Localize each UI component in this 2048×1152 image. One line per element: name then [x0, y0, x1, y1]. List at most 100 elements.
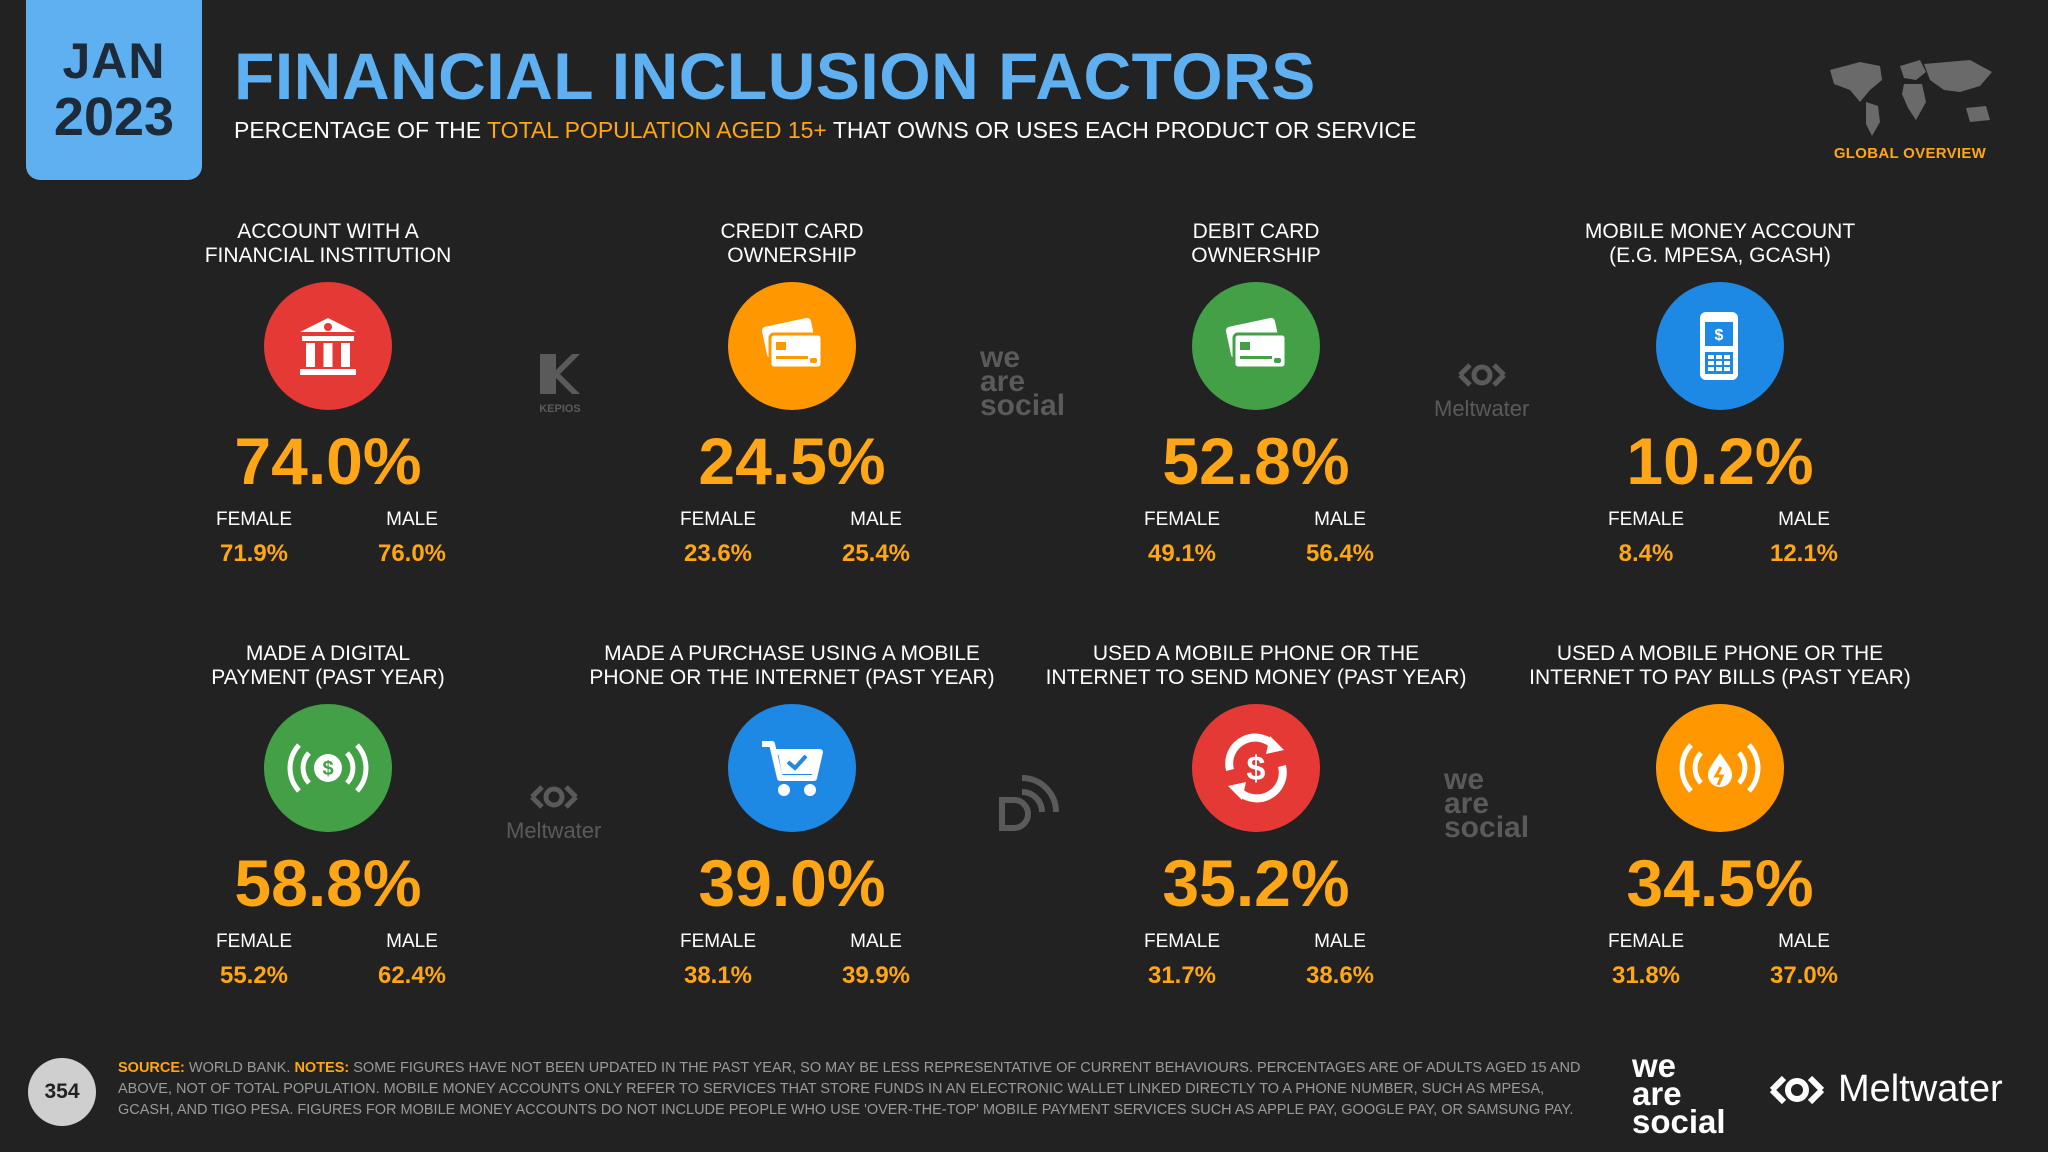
- was-are-2: are: [1444, 787, 1490, 820]
- world-map-icon: [1830, 60, 1992, 136]
- we-are-social-watermark-2: we are social: [1444, 763, 1530, 844]
- card-label-line2: FINANCIAL INSTITUTION: [204, 244, 452, 267]
- subtitle-highlight: TOTAL POPULATION AGED 15+: [487, 117, 827, 143]
- female-label: FEMALE: [215, 931, 293, 952]
- male-value: 38.6%: [1305, 962, 1375, 989]
- source-label: SOURCE:: [118, 1060, 185, 1076]
- page-title: FINANCIAL INCLUSION FACTORS: [234, 39, 1316, 113]
- card-label-line1: MADE A DIGITAL: [245, 642, 411, 665]
- card-digital-payment: MADE A DIGITAL PAYMENT (PAST YEAR) $ 58.8…: [96, 638, 560, 1010]
- male-value: 12.1%: [1769, 540, 1839, 567]
- male-value: 37.0%: [1769, 962, 1839, 989]
- we-are-social-watermark-1: we are social: [980, 341, 1065, 421]
- male-label: MALE: [1314, 931, 1366, 952]
- we-are-social-logo: we are social: [1632, 1047, 1726, 1140]
- female-label: FEMALE: [1143, 931, 1221, 952]
- card-label-line1: USED A MOBILE PHONE OR THE: [1092, 642, 1420, 665]
- credit-card-icon: [728, 282, 856, 410]
- source-notes: SOURCE: WORLD BANK. NOTES: SOME FIGURES …: [118, 1058, 1598, 1121]
- gender-split: FEMALE 31.8% MALE 37.0%: [1488, 930, 1952, 1010]
- card-label-line1: MOBILE MONEY ACCOUNT: [1584, 220, 1856, 243]
- global-overview: GLOBAL OVERVIEW: [1810, 50, 2010, 190]
- stat-value: 74.0%: [234, 424, 422, 498]
- date-badge: JAN 2023: [26, 0, 202, 180]
- stat-value: 24.5%: [698, 424, 886, 498]
- female-label: FEMALE: [1607, 509, 1685, 530]
- card-label: USED A MOBILE PHONE OR THE INTERNET TO PA…: [1488, 638, 1952, 690]
- was-are: are: [980, 365, 1026, 398]
- mobile-money-icon: $: [1656, 282, 1784, 410]
- card-label: MADE A DIGITAL PAYMENT (PAST YEAR): [96, 638, 560, 690]
- card-account-financial-institution: ACCOUNT WITH A FINANCIAL INSTITUTION 74.0…: [96, 216, 560, 588]
- male-label: MALE: [1314, 509, 1366, 530]
- svg-text:$: $: [1715, 327, 1724, 344]
- female-value: 49.1%: [1147, 540, 1217, 567]
- card-debit-card-ownership: DEBIT CARD OWNERSHIP 52.8% FEMALE 49.1% MA…: [1024, 216, 1488, 588]
- brand-we: we: [1632, 1047, 1677, 1084]
- male-value: 56.4%: [1305, 540, 1375, 567]
- datareportal-watermark: [996, 770, 1060, 839]
- male-label: MALE: [850, 931, 902, 952]
- female-value: 31.8%: [1611, 962, 1681, 989]
- card-label-line2: PAYMENT (PAST YEAR): [211, 666, 445, 689]
- meltwater-logo-icon: [529, 785, 578, 809]
- card-label-line2: OWNERSHIP: [727, 244, 857, 267]
- male-label: MALE: [386, 931, 438, 952]
- male-value: 76.0%: [377, 540, 447, 567]
- page-subtitle: PERCENTAGE OF THE TOTAL POPULATION AGED …: [234, 117, 1416, 144]
- female-value: 8.4%: [1618, 540, 1674, 567]
- svg-text:$: $: [1247, 750, 1266, 788]
- gender-split: FEMALE 23.6% MALE 25.4%: [560, 508, 1024, 588]
- card-label-line1: ACCOUNT WITH A: [237, 220, 419, 243]
- card-label: MADE A PURCHASE USING A MOBILE PHONE OR T…: [560, 638, 1024, 690]
- was-social-2: social: [1444, 811, 1530, 844]
- male-label: MALE: [1778, 931, 1830, 952]
- gender-split: FEMALE 31.7% MALE 38.6%: [1024, 930, 1488, 1010]
- subtitle-pre: PERCENTAGE OF THE: [234, 117, 488, 143]
- card-label-line1: MADE A PURCHASE USING A MOBILE: [604, 642, 980, 665]
- brand-are: are: [1632, 1075, 1682, 1112]
- brand-social: social: [1632, 1103, 1726, 1140]
- digital-payment-icon: $: [264, 704, 392, 832]
- global-overview-label: GLOBAL OVERVIEW: [1833, 145, 1987, 162]
- card-label-line2: INTERNET TO PAY BILLS (PAST YEAR): [1529, 666, 1911, 689]
- date-month: JAN: [62, 33, 166, 89]
- datareportal-logo-icon: [999, 775, 1059, 831]
- gender-split: FEMALE 8.4% MALE 12.1%: [1488, 508, 1952, 588]
- kepios-label: KEPIOS: [539, 403, 581, 415]
- was-we: we: [980, 341, 1021, 374]
- meltwater-brand-icon: [1769, 1075, 1825, 1104]
- meltwater-logo: Meltwater: [1762, 1068, 2003, 1111]
- brand-meltwater-label: Meltwater: [1838, 1068, 2003, 1110]
- meltwater-logo-icon: [1457, 363, 1506, 387]
- stat-value: 34.5%: [1626, 846, 1814, 920]
- card-label-line2: PHONE OR THE INTERNET (PAST YEAR): [589, 666, 995, 689]
- stat-value: 52.8%: [1162, 424, 1350, 498]
- was-we-2: we: [1444, 763, 1485, 796]
- debit-card-icon: [1192, 282, 1320, 410]
- male-label: MALE: [386, 509, 438, 530]
- stat-value: 10.2%: [1626, 424, 1814, 498]
- gender-split: FEMALE 71.9% MALE 76.0%: [96, 508, 560, 588]
- card-label: MOBILE MONEY ACCOUNT (E.G. MPESA, GCASH): [1488, 216, 1952, 268]
- bank-icon: [264, 282, 392, 410]
- card-mobile-internet-purchase: MADE A PURCHASE USING A MOBILE PHONE OR T…: [560, 638, 1024, 1010]
- card-pay-bills: USED A MOBILE PHONE OR THE INTERNET TO PA…: [1488, 638, 1952, 1010]
- card-label-line2: INTERNET TO SEND MONEY (PAST YEAR): [1045, 666, 1467, 689]
- date-year: 2023: [53, 87, 175, 147]
- gender-split: FEMALE 38.1% MALE 39.9%: [560, 930, 1024, 1010]
- kepios-logo-icon: [540, 354, 580, 394]
- female-label: FEMALE: [1143, 509, 1221, 530]
- notes-label: NOTES:: [294, 1060, 350, 1076]
- source-text: WORLD BANK.: [184, 1060, 295, 1076]
- male-label: MALE: [1778, 509, 1830, 530]
- subtitle-post: THAT OWNS OR USES EACH PRODUCT OR SERVIC…: [826, 117, 1417, 143]
- male-label: MALE: [850, 509, 902, 530]
- female-value: 31.7%: [1147, 962, 1217, 989]
- card-send-money: USED A MOBILE PHONE OR THE INTERNET TO SE…: [1024, 638, 1488, 1010]
- female-label: FEMALE: [1607, 931, 1685, 952]
- female-label: FEMALE: [679, 931, 757, 952]
- send-money-icon: $: [1192, 704, 1320, 832]
- female-value: 71.9%: [219, 540, 289, 567]
- male-value: 25.4%: [841, 540, 911, 567]
